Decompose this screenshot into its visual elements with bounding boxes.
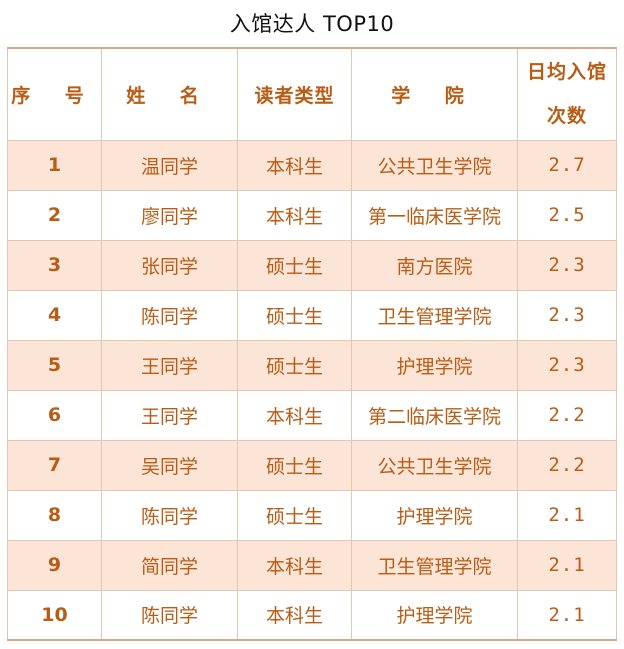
table-row: 9 简同学 本科生 卫生管理学院 2.1 [7, 539, 617, 591]
name-cell: 陈同学 [101, 589, 238, 641]
rank-cell: 2 [7, 189, 102, 241]
reader-type-cell: 硕士生 [237, 439, 352, 491]
name-cell: 廖同学 [101, 189, 238, 241]
table-row: 10 陈同学 本科生 护理学院 2.1 [7, 589, 617, 641]
rank-cell: 5 [7, 339, 102, 391]
table-row: 1 温同学 本科生 公共卫生学院 2.7 [7, 139, 617, 191]
visits-cell: 2.5 [517, 189, 617, 241]
rank-cell: 10 [7, 589, 102, 641]
rank-cell: 9 [7, 539, 102, 591]
reader-type-cell: 本科生 [237, 189, 352, 241]
table-row: 2 廖同学 本科生 第一临床医学院 2.5 [7, 189, 617, 241]
visits-cell: 2.7 [517, 139, 617, 191]
name-cell: 王同学 [101, 339, 238, 391]
college-cell: 卫生管理学院 [351, 539, 518, 591]
reader-type-cell: 硕士生 [237, 489, 352, 541]
header-rank: 序 号 [7, 47, 102, 141]
reader-type-cell: 硕士生 [237, 289, 352, 341]
rank-cell: 1 [7, 139, 102, 191]
reader-type-cell: 硕士生 [237, 239, 352, 291]
college-cell: 第一临床医学院 [351, 189, 518, 241]
college-cell: 公共卫生学院 [351, 439, 518, 491]
header-reader-type: 读者类型 [237, 47, 352, 141]
college-cell: 护理学院 [351, 589, 518, 641]
table-row: 5 王同学 硕士生 护理学院 2.3 [7, 339, 617, 391]
visits-cell: 2.3 [517, 239, 617, 291]
table-body: 1 温同学 本科生 公共卫生学院 2.7 2 廖同学 本科生 第一临床医学院 2.5 3 张同学 硕士生… [7, 139, 617, 641]
name-cell: 陈同学 [101, 289, 238, 341]
visits-cell: 2.1 [517, 489, 617, 541]
rank-cell: 7 [7, 439, 102, 491]
college-cell: 南方医院 [351, 239, 518, 291]
name-cell: 王同学 [101, 389, 238, 441]
rank-cell: 8 [7, 489, 102, 541]
college-cell: 公共卫生学院 [351, 139, 518, 191]
college-cell: 护理学院 [351, 339, 518, 391]
table-row: 6 王同学 本科生 第二临床医学院 2.2 [7, 389, 617, 441]
header-row: 序 号 姓 名 读者类型 学 院 日均入馆 次数 [7, 47, 617, 141]
header-college: 学 院 [351, 47, 518, 141]
reader-type-cell: 本科生 [237, 389, 352, 441]
reader-type-cell: 本科生 [237, 139, 352, 191]
name-cell: 简同学 [101, 539, 238, 591]
name-cell: 吴同学 [101, 439, 238, 491]
visits-cell: 2.2 [517, 439, 617, 491]
reader-type-cell: 本科生 [237, 589, 352, 641]
name-cell: 张同学 [101, 239, 238, 291]
table-row: 4 陈同学 硕士生 卫生管理学院 2.3 [7, 289, 617, 341]
visits-cell: 2.1 [517, 589, 617, 641]
college-cell: 卫生管理学院 [351, 289, 518, 341]
name-cell: 温同学 [101, 139, 238, 191]
name-cell: 陈同学 [101, 489, 238, 541]
rank-cell: 4 [7, 289, 102, 341]
visits-cell: 2.3 [517, 289, 617, 341]
visits-cell: 2.2 [517, 389, 617, 441]
rank-cell: 3 [7, 239, 102, 291]
top10-table: 序 号 姓 名 读者类型 学 院 日均入馆 次数 1 温同学 本科生 公共卫生学院 2.… [7, 47, 617, 641]
header-name: 姓 名 [101, 47, 238, 141]
table-row: 7 吴同学 硕士生 公共卫生学院 2.2 [7, 439, 617, 491]
visits-cell: 2.1 [517, 539, 617, 591]
visits-cell: 2.3 [517, 339, 617, 391]
table-row: 3 张同学 硕士生 南方医院 2.3 [7, 239, 617, 291]
header-visits: 日均入馆 次数 [517, 47, 617, 141]
reader-type-cell: 本科生 [237, 539, 352, 591]
reader-type-cell: 硕士生 [237, 339, 352, 391]
college-cell: 护理学院 [351, 489, 518, 541]
page-title: 入馆达人 TOP10 [229, 12, 395, 36]
table-row: 8 陈同学 硕士生 护理学院 2.1 [7, 489, 617, 541]
rank-cell: 6 [7, 389, 102, 441]
header-visits-line2: 次数 [546, 105, 587, 128]
college-cell: 第二临床医学院 [351, 389, 518, 441]
header-visits-line1: 日均入馆 [526, 61, 607, 84]
